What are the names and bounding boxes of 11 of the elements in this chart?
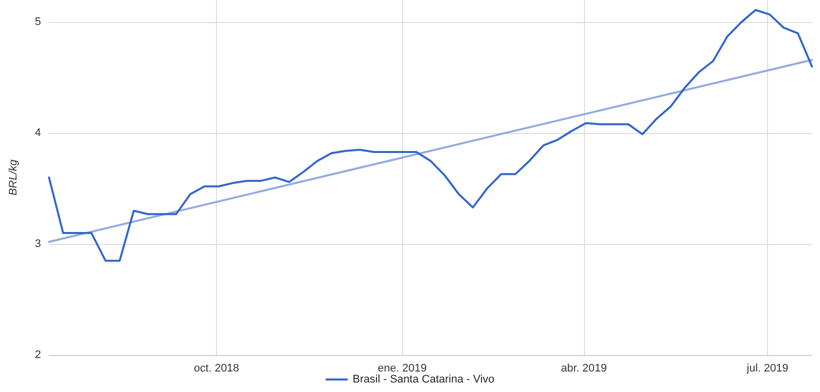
- x-tick-label: jul. 2019: [746, 362, 788, 374]
- x-tick-label: ene. 2019: [378, 362, 427, 374]
- y-tick-label: 2: [34, 349, 41, 361]
- y-tick-label: 4: [34, 127, 41, 140]
- y-axis-title: BRL/kg: [8, 158, 20, 196]
- x-tick-label: oct. 2018: [194, 362, 240, 374]
- line-series: [48, 8, 813, 262]
- y-tick-label: 3: [34, 238, 41, 250]
- x-tick-label: abr. 2019: [560, 362, 607, 374]
- legend-label: Brasil - Santa Catarina - Vivo: [352, 374, 494, 386]
- y-tick-label: 5: [34, 16, 41, 28]
